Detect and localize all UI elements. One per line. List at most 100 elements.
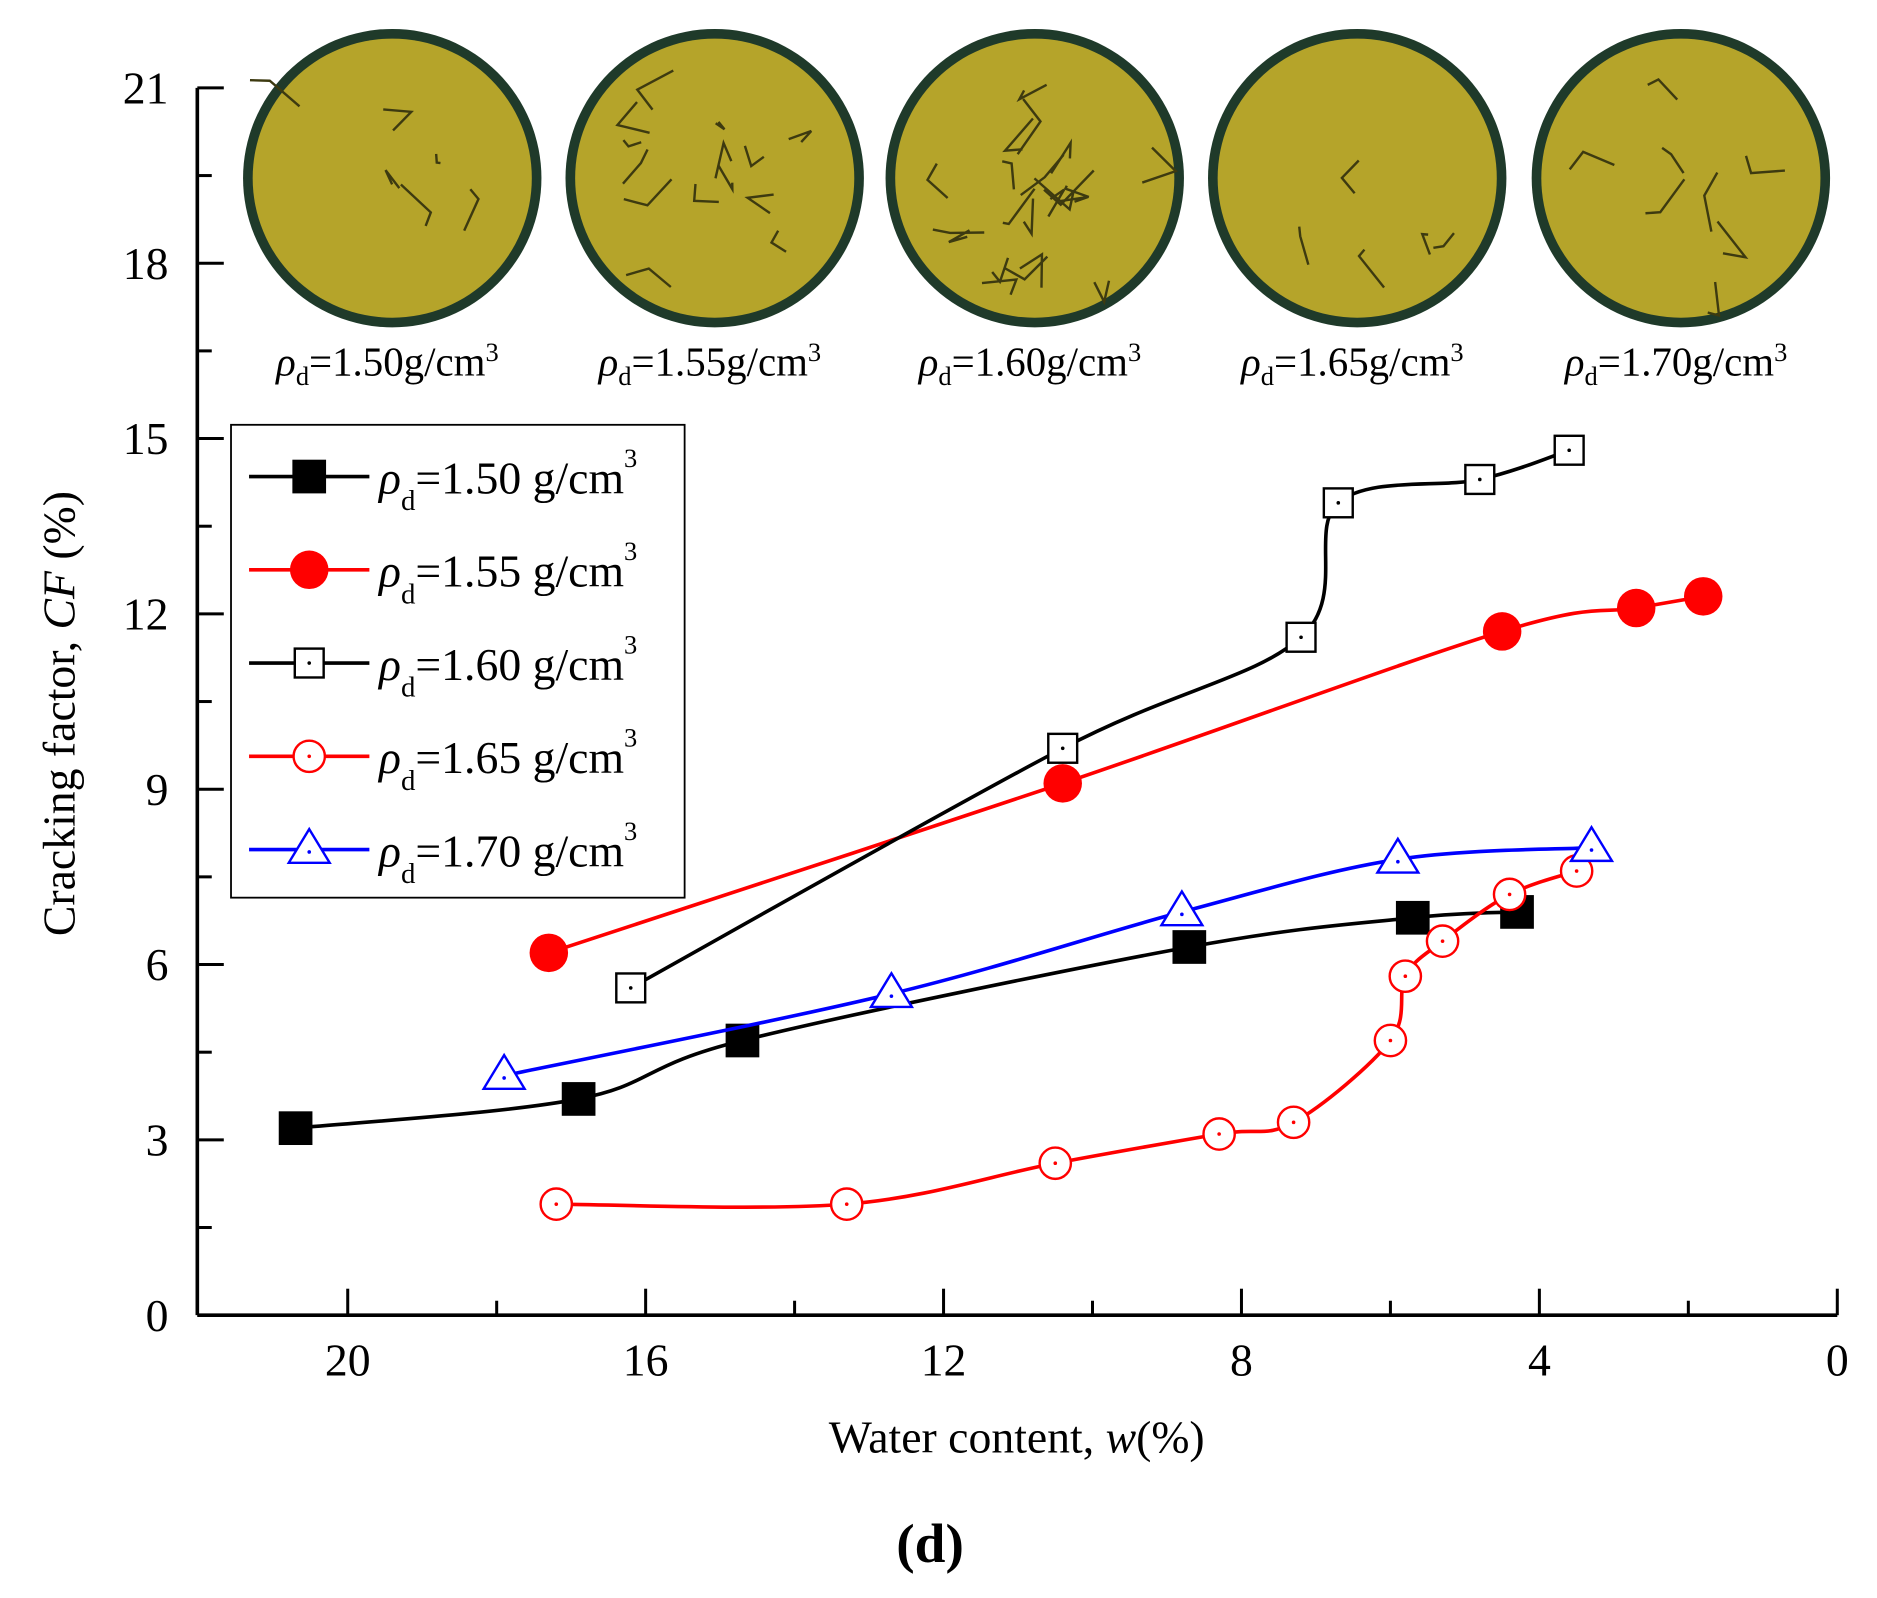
- crack: [1141, 146, 1178, 184]
- marker-dot: [307, 850, 312, 854]
- square-marker: [278, 1111, 313, 1146]
- crack: [788, 129, 813, 143]
- square-marker: [561, 1082, 596, 1116]
- marker-dot: [1396, 859, 1400, 864]
- legend-label: ρd=1.65 g/cm3: [377, 723, 637, 797]
- square-marker: [293, 647, 325, 679]
- crack: [715, 121, 726, 131]
- crack: [744, 193, 774, 215]
- crack: [1340, 159, 1360, 195]
- marker-dot: [1440, 939, 1445, 943]
- circle-marker: [1482, 612, 1522, 651]
- square-marker: [1047, 732, 1079, 764]
- crack: [743, 145, 765, 169]
- crack: [925, 163, 949, 199]
- marker-dot: [307, 754, 312, 759]
- crack: [1661, 146, 1685, 174]
- legend-item-1.70: ρd=1.70 g/cm3: [249, 816, 637, 890]
- crack: [635, 69, 674, 111]
- y-tick-label: 6: [146, 939, 169, 990]
- x-tick-label: 20: [325, 1334, 371, 1385]
- crack: [1298, 226, 1310, 266]
- crack: [1002, 117, 1034, 153]
- circle-marker: [289, 550, 329, 590]
- crack: [1647, 77, 1679, 101]
- soil-sample-photo: ρd=1.55g/cm3: [565, 28, 864, 391]
- square-marker: [1172, 930, 1207, 964]
- triangle-marker: [286, 826, 332, 864]
- circle-marker: [1683, 577, 1723, 616]
- crack: [434, 153, 441, 165]
- series-line: [503, 845, 1592, 1078]
- legend-label: ρd=1.60 g/cm3: [377, 629, 637, 703]
- crack: [981, 278, 1019, 296]
- marker-dot: [307, 661, 312, 665]
- crack: [1001, 160, 1016, 190]
- square-marker: [292, 459, 327, 494]
- sample-soil: [1217, 38, 1497, 318]
- soil-sample-photo: ρd=1.60g/cm3: [885, 28, 1184, 391]
- crack: [1707, 281, 1721, 318]
- crack: [1093, 280, 1111, 306]
- series-1.50: [278, 895, 1534, 1146]
- marker-dot: [1388, 1038, 1393, 1043]
- marker-dot: [1299, 635, 1303, 640]
- photo-label: ρd=1.60g/cm3: [917, 337, 1141, 391]
- x-tick-label: 4: [1528, 1334, 1551, 1385]
- crack: [1043, 169, 1095, 207]
- marker-dot: [1336, 501, 1341, 505]
- crack: [1420, 232, 1432, 255]
- crack: [1063, 185, 1090, 199]
- soil-sample-photos: ρd=1.50g/cm3 ρd=1.55g/cm3 ρd=1.60g/cm3 ρd=1…: [243, 28, 1831, 391]
- x-tick-label: 8: [1230, 1334, 1253, 1385]
- marker-dot: [1574, 869, 1579, 873]
- legend-item-1.50: ρd=1.50 g/cm3: [249, 443, 637, 517]
- panel-label: (d): [896, 1513, 964, 1574]
- crack: [384, 169, 401, 189]
- y-tick-label: 21: [123, 63, 169, 114]
- soil-sample-photo: ρd=1.50g/cm3: [243, 28, 542, 391]
- crack: [1744, 155, 1785, 175]
- marker-dot: [502, 1076, 506, 1080]
- crack: [615, 101, 650, 134]
- y-tick-label: 3: [146, 1114, 169, 1165]
- marker-dot: [554, 1202, 559, 1206]
- series-1.60: [615, 434, 1585, 1004]
- y-tick-label: 9: [146, 764, 169, 815]
- crack: [1047, 188, 1066, 218]
- soil-sample-photo: ρd=1.65g/cm3: [1208, 28, 1507, 391]
- crack: [1019, 252, 1044, 288]
- marker-dot: [1403, 974, 1408, 979]
- legend-item-1.60: ρd=1.60 g/cm3: [249, 629, 637, 704]
- marker-dot: [1567, 448, 1571, 453]
- x-tick-label: 16: [623, 1334, 669, 1385]
- photo-label: ρd=1.70g/cm3: [1563, 337, 1788, 391]
- marker-dot: [1060, 746, 1065, 751]
- x-tick-label: 0: [1826, 1334, 1849, 1385]
- crack: [625, 267, 672, 288]
- crack: [383, 108, 414, 132]
- crack: [622, 149, 649, 185]
- crack: [1033, 177, 1075, 212]
- legend-label: ρd=1.55 g/cm3: [377, 536, 637, 610]
- series-1.70: [481, 824, 1615, 1091]
- triangle-marker: [1159, 889, 1205, 927]
- marker-dot: [844, 1202, 849, 1206]
- y-tick-label: 18: [123, 238, 169, 289]
- y-axis-label: Cracking factor, CF (%): [34, 491, 85, 936]
- crack: [249, 78, 301, 108]
- marker-dot: [1507, 892, 1512, 897]
- crack: [991, 257, 1010, 285]
- series-1.55: [529, 577, 1723, 973]
- legend-item-1.65: ρd=1.65 g/cm3: [249, 723, 637, 797]
- crack: [769, 230, 787, 253]
- circle-marker: [1616, 588, 1656, 628]
- square-marker: [1395, 900, 1430, 935]
- crack: [1003, 255, 1049, 281]
- crack: [400, 183, 433, 227]
- crack: [948, 229, 971, 244]
- marker-dot: [1589, 848, 1594, 852]
- crack: [1016, 98, 1042, 155]
- legend-label: ρd=1.50 g/cm3: [377, 443, 637, 517]
- crack: [717, 164, 734, 194]
